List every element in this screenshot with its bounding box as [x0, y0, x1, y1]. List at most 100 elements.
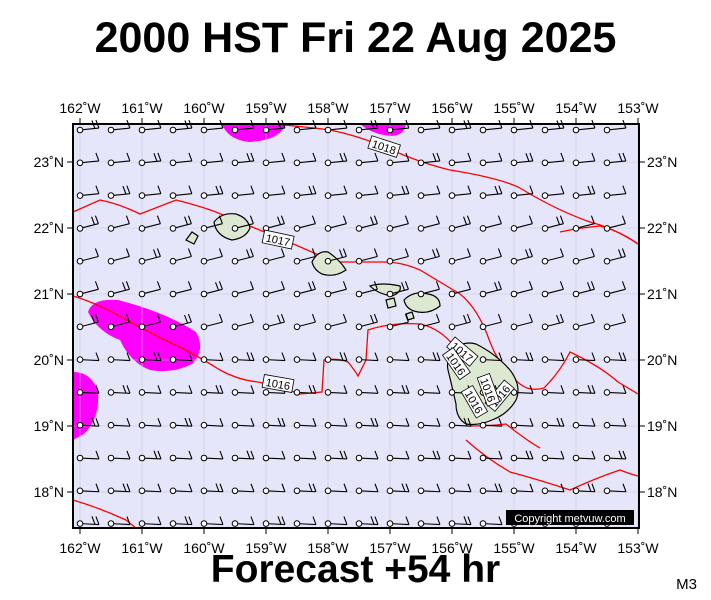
wind-barb: [448, 450, 472, 462]
wind-barb: [324, 385, 348, 396]
wind-barb: [541, 483, 565, 495]
wind-barb: [417, 152, 441, 167]
wind-barb: [386, 417, 410, 429]
lon-label-top: 157˚W: [369, 100, 411, 116]
wind-barb: [231, 352, 255, 363]
svg-text:1016: 1016: [265, 377, 291, 393]
wind-barb: [231, 516, 255, 527]
wind-barb: [510, 215, 533, 232]
wind-barb: [572, 248, 595, 265]
wind-barb: [324, 516, 348, 527]
wind-barb: [324, 313, 347, 331]
wind-barb: [200, 313, 223, 331]
lon-label-bottom: 155˚W: [493, 540, 535, 556]
lon-label-top: 155˚W: [493, 100, 535, 116]
wind-barb: [76, 152, 100, 167]
wind-barb: [262, 313, 285, 331]
wind-barb: [417, 450, 441, 462]
lat-label-right: 22˚N: [647, 220, 677, 236]
wind-barb: [200, 516, 224, 527]
wind-barb: [262, 417, 286, 429]
wind-barb: [541, 385, 565, 396]
wind-barb: [76, 417, 100, 429]
lon-label-bottom: 161˚W: [121, 540, 163, 556]
map-frame: [72, 123, 640, 529]
wind-barb: [417, 483, 441, 495]
wind-barb: [200, 215, 223, 232]
lat-label-left: 18˚N: [34, 484, 64, 500]
model-label: M3: [676, 576, 697, 593]
wind-barb: [541, 450, 565, 462]
wind-barb: [76, 450, 100, 462]
wind-barb: [448, 185, 472, 199]
wind-barb: [572, 352, 596, 363]
wind-barb: [324, 185, 348, 199]
isobar-label: 1016: [261, 374, 295, 393]
wind-barb: [138, 215, 161, 232]
wind-barb: [386, 215, 409, 232]
wind-barb: [417, 281, 440, 298]
wind-barb: [355, 450, 379, 462]
wind-barb: [138, 516, 162, 527]
lat-label-right: 20˚N: [647, 352, 677, 368]
wind-barbs: [76, 119, 627, 527]
wind-barb: [603, 248, 626, 265]
wind-barb: [417, 516, 441, 527]
wind-barb: [293, 483, 317, 495]
wind-barb: [107, 384, 131, 396]
wind-barb: [107, 450, 131, 462]
wind-barb: [293, 248, 316, 265]
wind-barb: [448, 281, 471, 298]
wind-barb: [200, 483, 224, 495]
wind-barb: [293, 215, 316, 232]
wind-barb: [417, 248, 440, 265]
wind-barb: [479, 417, 503, 429]
wind-barb: [572, 483, 596, 495]
isobar-1017-coast: [559, 225, 639, 245]
wind-barb: [76, 516, 100, 527]
wind-barb: [386, 313, 409, 331]
wind-barb: [107, 516, 131, 527]
wind-barb: [541, 281, 564, 298]
wind-barb: [386, 281, 409, 298]
wind-barb: [355, 516, 379, 527]
wind-barb: [324, 152, 348, 167]
wind-barb: [293, 352, 317, 363]
wind-barb: [107, 417, 131, 429]
wind-barb: [231, 450, 255, 462]
wind-barb: [541, 313, 564, 331]
lon-label-bottom: 162˚W: [59, 540, 101, 556]
wind-barb: [138, 152, 162, 167]
wind-barb: [417, 417, 441, 429]
wind-barb: [169, 248, 192, 265]
wind-barb: [231, 417, 255, 429]
wind-barb: [138, 281, 161, 298]
wind-barb: [107, 119, 131, 134]
wind-barb: [572, 313, 595, 331]
lon-label-top: 160˚W: [183, 100, 225, 116]
wind-barb: [386, 248, 409, 265]
lon-label-top: 154˚W: [555, 100, 597, 116]
wind-barb: [572, 215, 595, 232]
wind-barb: [262, 152, 286, 167]
island-kauai: [213, 213, 251, 241]
axis-labels: 162˚W 162˚W 161˚W 161˚W 160˚W 160˚W 159˚W 159˚W…: [34, 100, 678, 556]
wind-barb: [169, 215, 192, 232]
wind-barb: [76, 352, 100, 363]
wind-barb: [76, 248, 99, 265]
lon-label-top: 158˚W: [307, 100, 349, 116]
wind-barb: [417, 385, 441, 396]
lat-label-right: 18˚N: [647, 484, 677, 500]
wind-barb: [200, 119, 224, 134]
wind-barb: [386, 483, 410, 495]
wind-barb: [479, 281, 502, 298]
wind-barb: [138, 417, 162, 429]
wind-barb: [510, 313, 533, 331]
wind-barb: [231, 215, 254, 232]
wind-barb: [603, 281, 626, 298]
wind-barb: [510, 352, 534, 363]
wind-barb: [76, 185, 100, 199]
wind-barb: [293, 417, 317, 429]
wind-barb: [138, 483, 162, 495]
